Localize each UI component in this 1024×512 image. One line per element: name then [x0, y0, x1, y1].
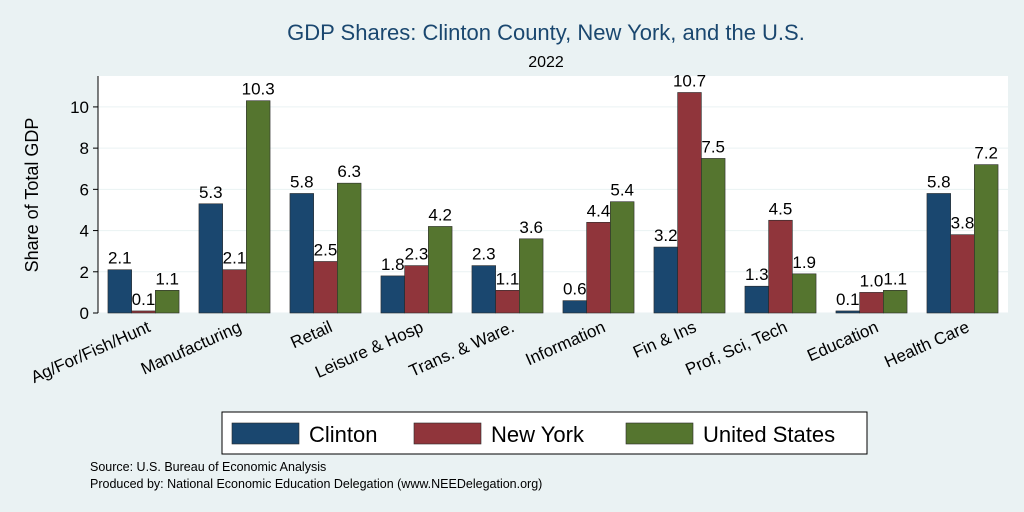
data-label: 2.5	[314, 240, 338, 259]
bar-clinton	[744, 285, 769, 314]
bar-new-york	[950, 234, 975, 314]
y-tick-label: 10	[70, 98, 89, 117]
bar-clinton	[653, 246, 678, 314]
data-label: 7.5	[701, 137, 725, 156]
bar-clinton	[926, 193, 951, 314]
bar-united-states	[792, 273, 817, 314]
bar-united-states	[519, 238, 544, 314]
y-tick-label: 6	[80, 180, 89, 199]
bar-united-states	[974, 164, 999, 314]
legend-label: Clinton	[309, 422, 377, 447]
y-tick-label: 0	[80, 304, 89, 323]
x-tick-label: Retail	[288, 317, 335, 352]
legend-swatch	[231, 422, 300, 445]
data-label: 1.1	[155, 269, 179, 288]
bar-united-states	[246, 100, 271, 314]
data-label: 2.3	[405, 245, 429, 264]
data-label: 1.1	[496, 269, 520, 288]
data-label: 3.6	[519, 218, 543, 237]
data-label: 5.4	[610, 181, 634, 200]
x-tick-label: Ag/For/Fish/Hunt	[28, 317, 153, 387]
bar-clinton	[289, 193, 314, 314]
data-label: 3.2	[654, 226, 678, 245]
bar-united-states	[428, 226, 453, 314]
bar-clinton	[380, 275, 405, 314]
data-label: 6.3	[337, 162, 361, 181]
legend-label: New York	[491, 422, 585, 447]
data-label: 10.7	[673, 71, 706, 90]
data-label: 1.9	[792, 253, 816, 272]
legend-swatch	[625, 422, 694, 445]
bar-new-york	[677, 92, 702, 314]
bar-clinton	[835, 310, 860, 314]
data-label: 3.8	[951, 214, 975, 233]
bar-clinton	[471, 265, 496, 314]
bar-new-york	[313, 261, 338, 314]
bar-united-states	[883, 290, 908, 314]
source-note: Source: U.S. Bureau of Economic Analysis	[90, 460, 326, 474]
data-label: 2.1	[223, 249, 247, 268]
chart-subtitle: 2022	[528, 54, 564, 71]
x-tick-label: Trans. & Ware.	[406, 317, 517, 380]
produced-by-note: Produced by: National Economic Education…	[90, 477, 542, 491]
chart-title: GDP Shares: Clinton County, New York, an…	[287, 20, 805, 45]
legend: Clinton New York United States	[221, 411, 868, 455]
y-tick-label: 8	[80, 139, 89, 158]
x-tick-label: Health Care	[882, 317, 973, 371]
data-label: 0.6	[563, 280, 587, 299]
y-axis-label: Share of Total GDP	[22, 118, 42, 273]
data-label: 7.2	[974, 144, 998, 163]
data-label: 2.1	[108, 249, 132, 268]
data-label: 1.3	[745, 265, 769, 284]
x-tick-label: Fin & Ins	[630, 317, 699, 362]
bar-new-york	[222, 269, 247, 314]
data-label: 10.3	[242, 80, 275, 99]
y-axis: 0 2 4 6 8 10	[70, 76, 99, 323]
bar-clinton	[107, 269, 132, 314]
bar-new-york	[859, 292, 884, 314]
bar-new-york	[586, 222, 611, 314]
bar-united-states	[337, 182, 362, 314]
data-label: 5.8	[290, 172, 314, 191]
data-label: 4.2	[428, 205, 452, 224]
data-label: 4.4	[587, 201, 611, 220]
bar-clinton	[198, 203, 223, 314]
data-label: 1.8	[381, 255, 405, 274]
y-tick-label: 4	[80, 222, 89, 241]
legend-swatch	[413, 422, 482, 445]
bar-united-states	[701, 158, 726, 314]
data-label: 0.1	[132, 290, 156, 309]
data-label: 5.8	[927, 172, 951, 191]
legend-box	[221, 411, 868, 455]
bar-united-states	[610, 201, 635, 314]
legend-label: United States	[703, 422, 835, 447]
bar-new-york	[131, 310, 156, 314]
x-tick-label: Information	[523, 317, 608, 369]
data-label: 4.5	[769, 199, 793, 218]
bars: 2.10.11.15.32.110.35.82.56.31.82.34.22.3…	[107, 71, 999, 314]
x-tick-label: Prof, Sci, Tech	[683, 317, 791, 379]
data-label: 1.0	[860, 271, 884, 290]
bar-united-states	[155, 290, 180, 314]
x-tick-label: Education	[804, 317, 881, 365]
bar-new-york	[495, 290, 520, 314]
data-label: 0.1	[836, 290, 860, 309]
x-tick-label: Manufacturing	[138, 317, 244, 378]
bar-clinton	[562, 300, 587, 314]
y-tick-label: 2	[80, 263, 89, 282]
bar-new-york	[768, 219, 793, 314]
bar-new-york	[404, 265, 429, 314]
data-label: 1.1	[883, 269, 907, 288]
data-label: 2.3	[472, 245, 496, 264]
data-label: 5.3	[199, 183, 223, 202]
